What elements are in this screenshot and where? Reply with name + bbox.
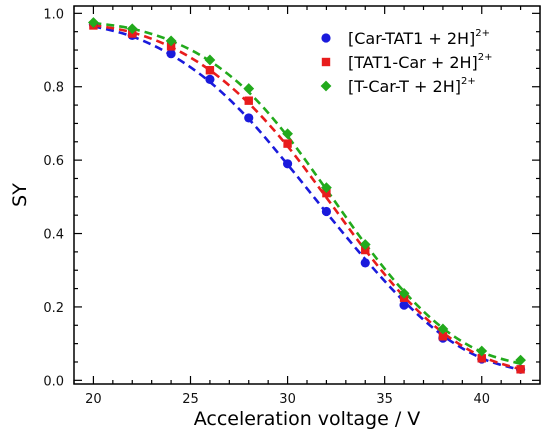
data-point-series-3 — [165, 35, 177, 47]
y-tick-label: 1.0 — [43, 7, 64, 22]
data-point-series-3 — [204, 54, 216, 66]
y-tick-label: 0.8 — [43, 81, 64, 96]
x-tick-label: 35 — [376, 392, 393, 407]
data-point-series-1 — [399, 300, 409, 310]
legend-marker-series-2 — [321, 57, 331, 67]
legend-label-superscript: 2+ — [475, 28, 490, 39]
data-point-series-3 — [515, 354, 526, 366]
x-tick-label: 40 — [473, 392, 490, 407]
data-point-series-2 — [283, 139, 292, 148]
legend-label-series-3: [T-Car-T + 2H]2+ — [348, 76, 476, 96]
data-markers — [88, 17, 526, 374]
data-point-series-3 — [126, 23, 138, 35]
y-tick-labels: 0.0 0.2 0.4 0.6 0.8 1.0 — [43, 7, 64, 389]
data-point-series-1 — [282, 159, 293, 169]
y-tick-label: 0.4 — [43, 228, 64, 243]
legend-marker-series-1 — [321, 33, 331, 43]
legend-marker-series-3 — [320, 80, 332, 92]
data-point-series-1 — [360, 258, 370, 268]
fit-line-series-3 — [93, 21, 521, 366]
legend-label-series-1: [Car-TAT1 + 2H]2+ — [348, 28, 490, 48]
fit-curves — [93, 21, 521, 372]
axis-ticks — [73, 6, 541, 384]
data-point-series-2 — [166, 42, 176, 51]
data-point-series-3 — [88, 17, 99, 28]
data-point-series-2 — [244, 96, 253, 105]
y-tick-label: 0.0 — [43, 374, 64, 389]
legend-label-superscript: 2+ — [478, 52, 493, 63]
data-point-series-2 — [438, 332, 448, 341]
legend-label-superscript: 2+ — [461, 76, 476, 87]
data-point-series-2 — [477, 354, 486, 363]
data-point-series-2 — [516, 365, 525, 374]
legend: [Car-TAT1 + 2H]2+ [TAT1-Car + 2H]2+ [T-Car… — [320, 28, 493, 96]
legend-label-series-2: [TAT1-Car + 2H]2+ — [348, 52, 493, 72]
data-point-series-1 — [166, 49, 176, 59]
data-point-series-2 — [322, 188, 331, 198]
x-axis-label: Acceleration voltage / V — [194, 408, 421, 430]
y-axis-label: SY — [9, 183, 31, 207]
data-point-series-3 — [321, 182, 332, 194]
x-tick-label: 20 — [85, 392, 102, 407]
y-tick-label: 0.2 — [43, 301, 64, 316]
data-point-series-2 — [205, 66, 215, 75]
y-tick-label: 0.6 — [43, 154, 64, 169]
data-point-series-3 — [398, 287, 410, 299]
data-point-series-3 — [282, 128, 293, 140]
data-point-series-1 — [205, 74, 215, 84]
data-point-series-1 — [321, 206, 332, 217]
data-point-series-3 — [359, 239, 371, 250]
x-tick-label: 25 — [182, 392, 199, 407]
x-tick-label: 30 — [279, 392, 296, 407]
data-point-series-1 — [244, 113, 254, 123]
x-tick-labels: 20 25 30 35 40 — [85, 392, 490, 407]
data-point-series-3 — [437, 323, 449, 335]
data-point-series-2 — [361, 245, 370, 255]
data-point-series-3 — [243, 83, 255, 94]
data-point-series-3 — [476, 345, 488, 357]
